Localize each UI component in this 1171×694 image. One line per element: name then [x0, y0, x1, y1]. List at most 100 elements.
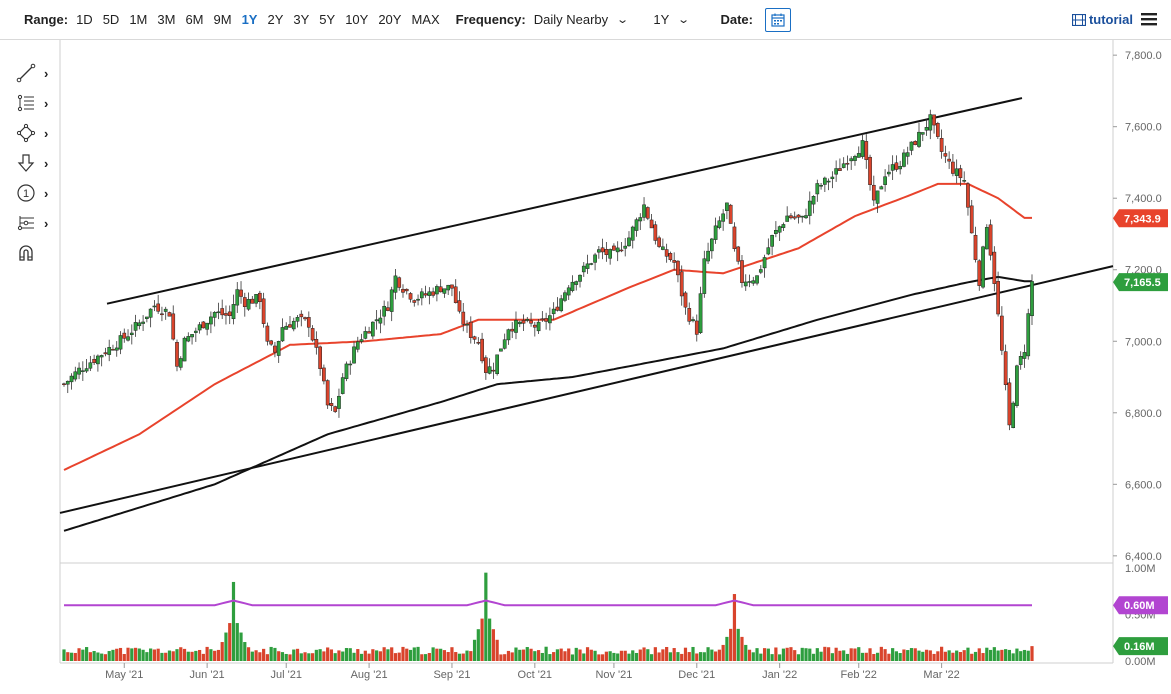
- volume-bar: [280, 652, 285, 661]
- chart-frame: [59, 40, 1114, 664]
- range-max[interactable]: MAX: [411, 12, 440, 27]
- gann-tool[interactable]: ›: [16, 208, 56, 238]
- volume-bar: [66, 652, 70, 661]
- annotation-tool[interactable]: 1 ›: [16, 178, 56, 208]
- moving-averages: [63, 182, 1032, 532]
- candle-body: [713, 225, 718, 240]
- date-tick-label: Jul '21: [270, 669, 301, 681]
- candle-body: [687, 308, 692, 322]
- range-5d[interactable]: 5D: [102, 12, 120, 27]
- candle-body: [913, 141, 918, 145]
- fibonacci-tool[interactable]: ›: [16, 88, 56, 118]
- candle-body: [879, 186, 884, 190]
- candle-body: [288, 324, 292, 328]
- volume-bar: [292, 649, 296, 661]
- volume-bar: [378, 651, 382, 661]
- range-1m[interactable]: 1M: [129, 12, 148, 27]
- range-1d[interactable]: 1D: [76, 12, 93, 27]
- candle-body: [254, 294, 258, 304]
- candle-body: [619, 249, 624, 252]
- menu-button[interactable]: [1141, 12, 1157, 29]
- volume-bar: [898, 653, 902, 661]
- candle-body: [133, 322, 138, 331]
- period-value: 1Y: [653, 12, 670, 27]
- candle-body: [69, 375, 74, 383]
- period-dropdown[interactable]: 1Y ⌄: [653, 12, 691, 27]
- range-2y[interactable]: 2Y: [267, 12, 284, 27]
- shapes-tool[interactable]: ›: [16, 118, 56, 148]
- candle-body: [785, 215, 790, 222]
- candle-body: [706, 250, 710, 262]
- volume-bar: [559, 648, 563, 661]
- volume-bar: [766, 648, 770, 661]
- candle-body: [969, 205, 974, 234]
- volume-bar: [103, 654, 108, 661]
- range-10y[interactable]: 10Y: [345, 12, 369, 27]
- range-5y[interactable]: 5Y: [319, 12, 336, 27]
- candle-body: [894, 162, 899, 170]
- volume-bar: [367, 653, 371, 661]
- candle-body: [453, 286, 458, 303]
- range-6m[interactable]: 6M: [185, 12, 204, 27]
- range-9m[interactable]: 9M: [213, 12, 232, 27]
- date-tick-label: Nov '21: [595, 669, 632, 681]
- volume-bar: [476, 629, 480, 661]
- candle-body: [581, 265, 586, 273]
- candle-body: [540, 318, 545, 321]
- candle-body: [476, 342, 481, 344]
- volume-bar: [152, 649, 156, 661]
- volume-bar: [525, 647, 529, 661]
- volume-bar: [740, 636, 744, 661]
- volume-bar: [973, 651, 978, 661]
- chevron-down-icon: ⌄: [677, 14, 691, 26]
- volume-bar: [548, 654, 552, 661]
- volume-bar: [668, 652, 673, 661]
- volume-bar: [676, 652, 680, 661]
- candle-body: [62, 383, 66, 385]
- range-20y[interactable]: 20Y: [378, 12, 402, 27]
- volume-bar: [382, 647, 386, 661]
- volume-bar: [216, 649, 221, 661]
- candle-body: [593, 254, 597, 263]
- candle-body: [947, 158, 951, 162]
- volume-bar: [601, 654, 605, 661]
- candle-body: [920, 132, 925, 135]
- candle-body: [566, 287, 571, 296]
- candle-body: [992, 251, 997, 284]
- price-chart[interactable]: 7,800.07,600.07,400.07,200.07,000.06,800…: [0, 40, 1171, 694]
- candle-body: [178, 358, 183, 368]
- range-3m[interactable]: 3M: [157, 12, 176, 27]
- volume-bar: [879, 646, 883, 661]
- candle-body: [378, 317, 383, 324]
- volume-bar: [408, 649, 413, 661]
- candle-body: [856, 153, 861, 158]
- calendar-button[interactable]: [765, 7, 791, 32]
- volume-bar: [1011, 653, 1015, 661]
- candle-body: [107, 347, 112, 355]
- tutorial-link[interactable]: tutorial: [1071, 12, 1133, 27]
- candle-body: [868, 156, 872, 185]
- volume-bar: [231, 581, 236, 661]
- volume-bar: [239, 632, 243, 661]
- candle-body: [491, 369, 496, 372]
- volume-bar: [714, 651, 718, 661]
- candle-body: [438, 286, 443, 293]
- magnet-tool[interactable]: [16, 238, 56, 268]
- volume-bar: [853, 648, 857, 661]
- range-1y[interactable]: 1Y: [241, 12, 258, 27]
- candle-body: [1022, 352, 1027, 359]
- candle-body: [145, 316, 149, 319]
- volume-bar: [314, 649, 318, 661]
- volume-bar: [84, 647, 89, 661]
- range-3y[interactable]: 3Y: [293, 12, 310, 27]
- candle-body: [465, 323, 469, 326]
- volume-bar: [800, 647, 804, 661]
- trendline-tool[interactable]: ›: [16, 58, 56, 88]
- volume-bar: [1022, 649, 1027, 661]
- frequency-dropdown[interactable]: Daily Nearby ⌄: [534, 12, 629, 27]
- volume-bar: [555, 649, 560, 661]
- volume-bar: [604, 651, 608, 661]
- arrow-tool[interactable]: ›: [16, 148, 56, 178]
- candle-body: [721, 213, 725, 222]
- volume-bar: [359, 653, 364, 661]
